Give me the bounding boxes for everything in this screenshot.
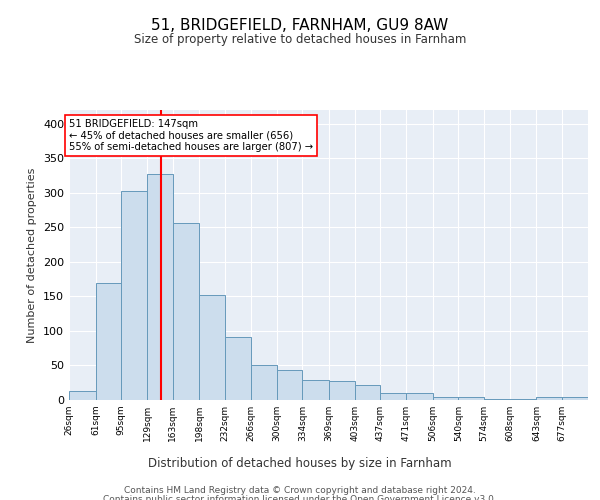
Text: 51 BRIDGEFIELD: 147sqm
← 45% of detached houses are smaller (656)
55% of semi-de: 51 BRIDGEFIELD: 147sqm ← 45% of detached… (69, 119, 313, 152)
Bar (510, 398, 536, 400)
Bar (380, 393, 406, 400)
Bar (355, 385, 380, 400)
Bar (458, 397, 484, 400)
Text: 51, BRIDGEFIELD, FARNHAM, GU9 8AW: 51, BRIDGEFIELD, FARNHAM, GU9 8AW (151, 18, 449, 32)
Bar (121, 192, 147, 400)
Bar (433, 396, 458, 400)
Bar (199, 295, 225, 400)
Bar (302, 380, 329, 400)
Bar (406, 393, 433, 400)
Bar (251, 366, 277, 400)
Bar (562, 397, 588, 400)
Text: Contains HM Land Registry data © Crown copyright and database right 2024.: Contains HM Land Registry data © Crown c… (124, 486, 476, 495)
Text: Size of property relative to detached houses in Farnham: Size of property relative to detached ho… (134, 32, 466, 46)
Y-axis label: Number of detached properties: Number of detached properties (28, 168, 37, 342)
Bar (147, 174, 173, 400)
Bar (277, 370, 302, 400)
Bar (484, 398, 510, 400)
Bar (536, 397, 562, 400)
Text: Contains public sector information licensed under the Open Government Licence v3: Contains public sector information licen… (103, 495, 497, 500)
Bar (329, 382, 355, 400)
Bar (173, 222, 199, 400)
Bar (95, 282, 121, 400)
Bar (69, 391, 95, 400)
Bar (225, 337, 251, 400)
Text: Distribution of detached houses by size in Farnham: Distribution of detached houses by size … (148, 458, 452, 470)
